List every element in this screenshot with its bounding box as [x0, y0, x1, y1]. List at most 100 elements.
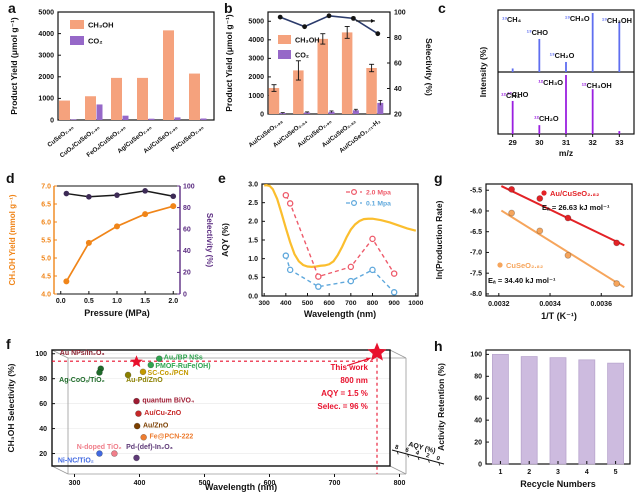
svg-text:Eₐ = 26.63 kJ mol⁻¹: Eₐ = 26.63 kJ mol⁻¹: [542, 203, 610, 212]
svg-text:40: 40: [394, 86, 402, 93]
panel-g-letter: g: [434, 170, 443, 186]
svg-text:2.0: 2.0: [168, 298, 178, 305]
svg-text:CH₃OH: CH₃OH: [88, 21, 114, 30]
svg-text:33: 33: [615, 138, 623, 147]
svg-text:80: 80: [474, 374, 482, 381]
svg-text:¹³CHO: ¹³CHO: [527, 28, 549, 37]
panel-h-letter: h: [434, 338, 443, 354]
svg-text:Ag-CoOₓ/TiO₂: Ag-CoOₓ/TiO₂: [59, 377, 105, 384]
svg-text:Au-Pd/ZnO: Au-Pd/ZnO: [126, 377, 163, 384]
svg-text:4: 4: [585, 469, 589, 476]
svg-text:0: 0: [478, 461, 482, 468]
svg-text:29: 29: [508, 138, 516, 147]
svg-text:Wavelength (nm): Wavelength (nm): [304, 309, 376, 319]
svg-text:2000: 2000: [248, 74, 264, 81]
svg-text:20: 20: [474, 439, 482, 446]
svg-text:5: 5: [614, 469, 618, 476]
svg-text:CO₂: CO₂: [88, 37, 103, 46]
svg-text:¹³CH₃O: ¹³CH₃O: [565, 14, 590, 23]
panel-f-letter: f: [6, 336, 11, 352]
svg-text:Intensity (%): Intensity (%): [478, 47, 488, 98]
svg-text:0.0: 0.0: [56, 298, 66, 305]
svg-text:0.0036: 0.0036: [591, 301, 613, 308]
svg-text:CH₃OH: CH₃OH: [295, 36, 320, 45]
panel-b-letter: b: [224, 0, 233, 16]
panel-a: a 0 1000 2000 3000 4000 5000 CuSeO₂.₉₀ CuOₓ/CuS…: [6, 0, 220, 170]
svg-text:Selec. = 96 %: Selec. = 96 %: [317, 402, 367, 411]
svg-text:40: 40: [39, 426, 47, 433]
svg-text:5.5: 5.5: [41, 237, 51, 244]
svg-text:¹²CH₃O: ¹²CH₃O: [538, 78, 563, 87]
svg-text:1.0: 1.0: [248, 256, 258, 263]
svg-text:400: 400: [280, 300, 292, 307]
svg-text:Ni-NC/TiO₂: Ni-NC/TiO₂: [58, 457, 94, 464]
svg-text:0: 0: [436, 456, 441, 463]
svg-text:300: 300: [69, 480, 81, 487]
svg-text:4.0: 4.0: [41, 291, 51, 298]
svg-text:Au NPs/In₂O₃: Au NPs/In₂O₃: [60, 350, 105, 357]
svg-text:6.5: 6.5: [41, 201, 51, 208]
svg-text:Wavelength (nm): Wavelength (nm): [205, 482, 277, 492]
svg-text:80: 80: [394, 35, 402, 42]
svg-text:1000: 1000: [38, 96, 54, 103]
panel-h: h 0 20 40 60 80 100 1 2 3 4 5 Activity Retention (%…: [432, 338, 640, 496]
panel-c-chart: ¹³CHO ¹³CH₂O ¹³CH₃O ¹³CH₃OH ¹³CH₄ ¹²CHO ¹²CH₂O…: [478, 9, 635, 158]
svg-text:¹³CH₂O: ¹³CH₂O: [550, 51, 575, 60]
panel-g: g -5.5 -6.0 -6.5 -7.0 -7.5 -8.0 0.0032 0.0034 0.…: [432, 170, 640, 340]
panel-a-letter: a: [8, 0, 16, 16]
svg-text:80: 80: [39, 376, 47, 383]
svg-text:Au/ZnO: Au/ZnO: [143, 422, 169, 429]
svg-text:3: 3: [556, 469, 560, 476]
svg-text:900: 900: [388, 300, 400, 307]
svg-text:1.0: 1.0: [112, 298, 122, 305]
svg-text:600: 600: [323, 300, 335, 307]
svg-text:700: 700: [345, 300, 357, 307]
svg-text:2: 2: [425, 453, 430, 460]
svg-text:800: 800: [367, 300, 379, 307]
svg-text:500: 500: [199, 480, 211, 487]
svg-text:Activity Retention (%): Activity Retention (%): [436, 363, 446, 451]
svg-text:800 nm: 800 nm: [340, 376, 368, 385]
panel-a-chart: 010002000300040005000CuSeO₂.₉₀CuOₓ/CuSeO…: [9, 9, 215, 159]
svg-text:40: 40: [474, 417, 482, 424]
svg-text:0.0032: 0.0032: [488, 301, 510, 308]
svg-text:6.0: 6.0: [41, 219, 51, 226]
panel-c-letter: c: [438, 0, 446, 16]
svg-text:1: 1: [498, 469, 502, 476]
svg-text:60: 60: [394, 60, 402, 67]
svg-text:Pd-(def)-In₂O₃: Pd-(def)-In₂O₃: [126, 444, 173, 451]
svg-text:100: 100: [183, 183, 195, 190]
svg-text:60: 60: [183, 227, 191, 234]
svg-text:SC-Co₁/PCN: SC-Co₁/PCN: [148, 370, 189, 377]
svg-text:AQY = 1.5 %: AQY = 1.5 %: [321, 389, 368, 398]
svg-text:-5.5: -5.5: [470, 188, 482, 195]
svg-text:¹²CH₃OH: ¹²CH₃OH: [582, 81, 612, 90]
svg-text:100: 100: [470, 352, 482, 359]
svg-text:32: 32: [588, 138, 596, 147]
panel-c: c ¹³CHO ¹³CH₂O ¹³CH₃O ¹³CH₃OH ¹³CH₄ ¹²CHO ¹²CH…: [436, 0, 640, 170]
svg-text:3000: 3000: [38, 53, 54, 60]
svg-text:60: 60: [39, 401, 47, 408]
svg-text:20: 20: [394, 111, 402, 118]
svg-text:Selectivity (%): Selectivity (%): [424, 38, 434, 96]
svg-text:N-doped TiO₂: N-doped TiO₂: [77, 444, 122, 451]
svg-text:5.0: 5.0: [41, 255, 51, 262]
svg-text:Eₐ = 34.40 kJ mol⁻¹: Eₐ = 34.40 kJ mol⁻¹: [488, 276, 556, 285]
panel-e-letter: e: [218, 170, 226, 186]
svg-text:0.1 Mpa: 0.1 Mpa: [366, 200, 391, 207]
svg-text:-8.0: -8.0: [470, 291, 482, 298]
panel-d: d 4.0 4.5 5.0 5.5 6.0 6.5 7.0 0 20 40 60 80 100 0.0 0.…: [4, 170, 214, 340]
svg-text:800: 800: [394, 480, 406, 487]
svg-text:2.0 Mpa: 2.0 Mpa: [366, 189, 391, 196]
svg-text:0.5: 0.5: [248, 275, 258, 282]
svg-text:5000: 5000: [248, 19, 264, 26]
svg-text:2000: 2000: [38, 74, 54, 81]
svg-text:2: 2: [527, 469, 531, 476]
svg-text:0.0034: 0.0034: [539, 301, 561, 308]
svg-text:0: 0: [260, 111, 264, 118]
svg-text:-6.5: -6.5: [470, 229, 482, 236]
svg-text:quantum BiVO₄: quantum BiVO₄: [142, 397, 194, 404]
svg-text:AQY (%): AQY (%): [220, 223, 230, 257]
